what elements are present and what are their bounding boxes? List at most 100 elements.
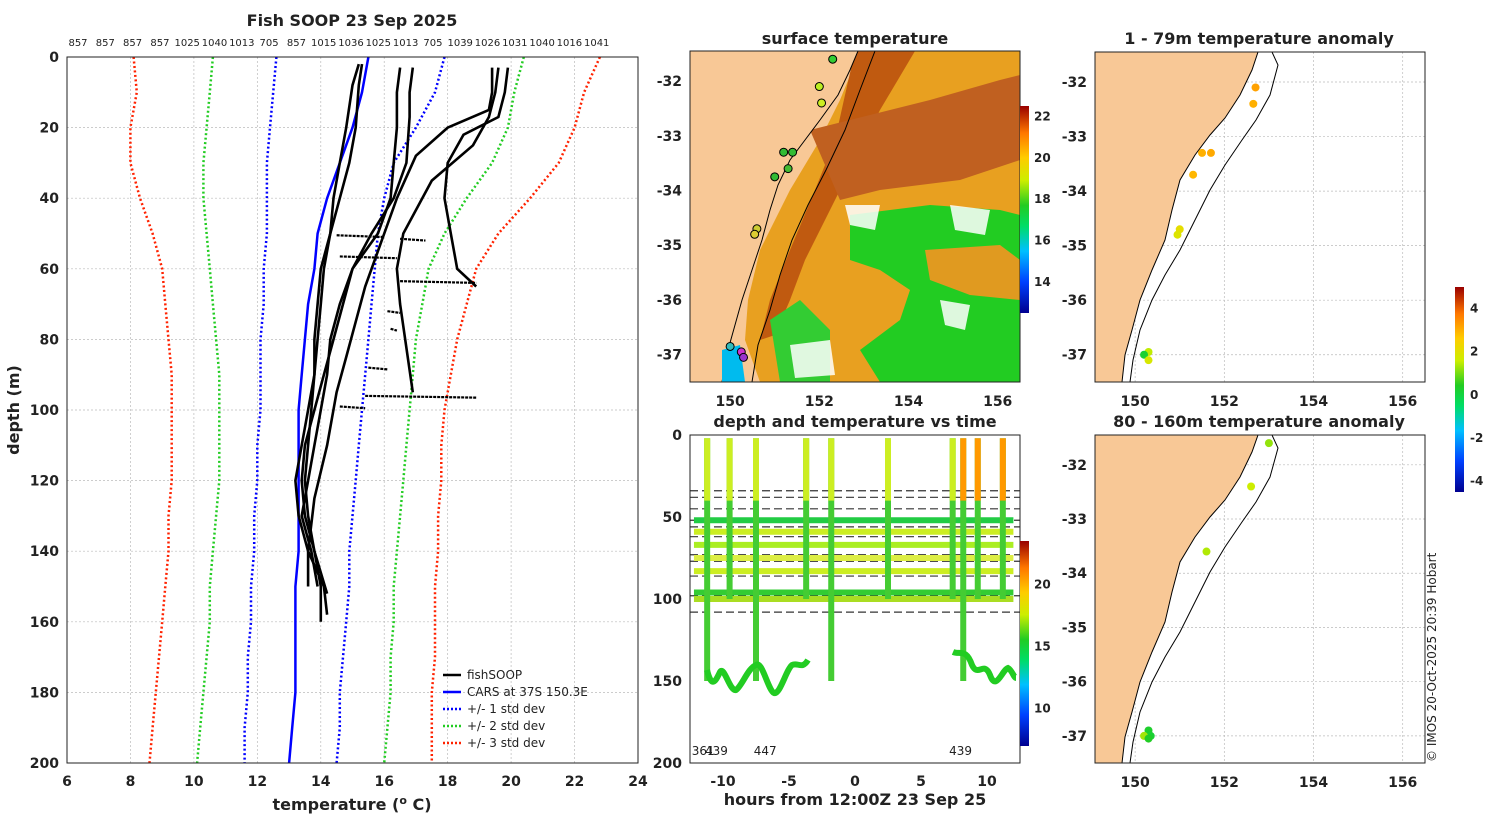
profile-top-label: 1025	[174, 38, 199, 49]
anomaly-deep-y-tick: -36	[1062, 675, 1087, 691]
depth-time-y-tick: 0	[672, 428, 682, 444]
anomaly-shallow-land	[1095, 52, 1259, 382]
surface-eddy-core	[810, 75, 1020, 200]
depth-time-vessel-label: 439	[949, 744, 972, 758]
profile-top-label: 1015	[311, 38, 336, 49]
surface-station-point	[770, 172, 780, 182]
legend-2std: +/- 2 std dev	[467, 719, 545, 733]
profile-x-tick: 8	[126, 774, 136, 790]
surface-y-tick: -36	[657, 293, 682, 309]
surface-y-tick: -33	[657, 129, 682, 145]
anomaly-deep-point	[1144, 734, 1153, 743]
anomaly-shallow-point	[1140, 350, 1149, 359]
depth-time-vessel-label: 361	[692, 744, 715, 758]
depth-time-x-label: hours from 12:00Z 23 Sep 25	[724, 790, 986, 809]
profile-top-label: 1040	[529, 38, 554, 49]
profile-y-tick: 80	[40, 332, 60, 348]
profile-top-label: 857	[287, 38, 306, 49]
depth-time-bottom-trace-right	[951, 649, 1018, 685]
legend-1std: +/- 1 std dev	[467, 702, 545, 716]
profile-top-label: 1016	[557, 38, 582, 49]
fishsoop-drift-trace	[390, 327, 398, 332]
anomaly-shallow-y-tick: -34	[1062, 184, 1088, 200]
anomaly-deep-x-ticks: 150 152 154 156	[1121, 775, 1418, 791]
anomaly-colorbar-tick: 0	[1470, 388, 1478, 402]
surface-warm-tongue	[925, 245, 1020, 300]
profile-top-label: 1013	[393, 38, 418, 49]
profile-series-line	[243, 57, 278, 763]
profile-y-tick: 140	[30, 544, 59, 560]
anomaly-shallow-point	[1249, 99, 1258, 108]
anomaly-deep-y-tick: -33	[1062, 512, 1087, 528]
anomaly-shallow-point	[1198, 148, 1207, 157]
depth-time-x-tick: 0	[850, 774, 860, 790]
fishsoop-drift-trace	[368, 366, 388, 371]
profile-top-label: 705	[260, 38, 279, 49]
depth-time-colorbar-ticks: 20 15 10	[1034, 577, 1051, 715]
anomaly-deep-x-tick: 152	[1210, 775, 1239, 791]
fishsoop-profile-line	[306, 67, 494, 587]
anomaly-shallow-x-tick: 150	[1121, 394, 1150, 410]
profile-y-tick: 200	[30, 756, 59, 772]
depth-time-y-tick: 200	[653, 756, 682, 772]
anomaly-shallow-x-tick: 154	[1299, 394, 1328, 410]
profile-series-line	[382, 57, 526, 763]
anomaly-deep-x-tick: 154	[1299, 775, 1328, 791]
fishsoop-drift-trace	[339, 255, 397, 260]
fishsoop-profile-line	[294, 63, 364, 615]
fishsoop-profile-line	[300, 67, 402, 587]
surface-colorbar-ticks: 22 20 18 16 14	[1034, 109, 1051, 289]
depth-time-x-tick: -10	[710, 774, 736, 790]
profile-top-label: 1013	[229, 38, 254, 49]
anomaly-deep-y-tick: -32	[1062, 458, 1087, 474]
profile-stat-lines	[129, 57, 602, 763]
anomaly-colorbar-tick: 4	[1470, 302, 1478, 316]
fishsoop-drift-trace	[400, 237, 426, 242]
depth-time-x-tick: -5	[781, 774, 797, 790]
depth-time-y-tick: 50	[663, 510, 683, 526]
surface-x-tick: 150	[716, 394, 745, 410]
profile-top-label: 1039	[447, 38, 472, 49]
anomaly-deep-y-tick: -37	[1062, 729, 1087, 745]
surface-x-tick: 152	[805, 394, 834, 410]
anomaly-colorbar-ticks: 4 2 0 -2 -4	[1470, 302, 1483, 489]
depth-time-vessel-label: 439	[705, 744, 728, 758]
profile-top-label: 1036	[338, 38, 363, 49]
surface-shelf-contour	[751, 51, 876, 382]
profile-top-labels: 857 857 857 857 1025 1040 1013 705 857 1015 1036 10…	[68, 38, 609, 49]
anomaly-shallow-x-tick: 152	[1210, 394, 1239, 410]
profile-top-label: 1040	[202, 38, 227, 49]
anomaly-deep-grid	[1095, 435, 1425, 763]
surface-station-point	[828, 54, 838, 64]
surface-colorbar-tick: 20	[1034, 151, 1051, 165]
anomaly-deep-y-ticks: -32 -33 -34 -35 -36 -37	[1062, 458, 1088, 745]
anomaly-deep-y-tick: -35	[1062, 620, 1087, 636]
depth-time-x-tick: 10	[977, 774, 997, 790]
depth-time-colorbar-tick: 10	[1034, 702, 1051, 716]
surface-station-point	[725, 341, 735, 351]
profile-drift-points	[336, 234, 477, 410]
surface-station-point	[788, 147, 798, 157]
profile-top-label: 1041	[584, 38, 609, 49]
depth-time-y-ticks: 0 50 100 150 200	[653, 428, 682, 772]
anomaly-deep-points	[1140, 439, 1273, 743]
surface-station-point	[739, 352, 749, 362]
surface-colorbar-tick: 22	[1034, 109, 1051, 123]
anomaly-shallow-title: 1 - 79m temperature anomaly	[1124, 29, 1394, 48]
anomaly-deep-point	[1202, 547, 1211, 556]
profile-y-label: depth (m)	[4, 365, 23, 455]
profile-panel: Fish SOOP 23 Sep 2025 857 857 857 857 1025 10…	[4, 11, 648, 814]
surface-colorbar-tick: 14	[1034, 275, 1051, 289]
anomaly-shallow-point	[1251, 83, 1260, 92]
profile-y-tick: 180	[30, 685, 59, 701]
profile-top-label: 1026	[475, 38, 500, 49]
anomaly-colorbar	[1455, 287, 1464, 492]
depth-time-y-tick: 150	[653, 674, 682, 690]
profile-x-tick: 24	[628, 774, 648, 790]
surface-colorbar-tick: 16	[1034, 234, 1051, 248]
surface-y-tick: -32	[657, 74, 682, 90]
legend-fishsoop: fishSOOP	[467, 668, 522, 682]
surface-station-point	[814, 82, 824, 92]
anomaly-deep-contour	[1129, 435, 1279, 763]
surface-colorbar-tick: 18	[1034, 192, 1051, 206]
